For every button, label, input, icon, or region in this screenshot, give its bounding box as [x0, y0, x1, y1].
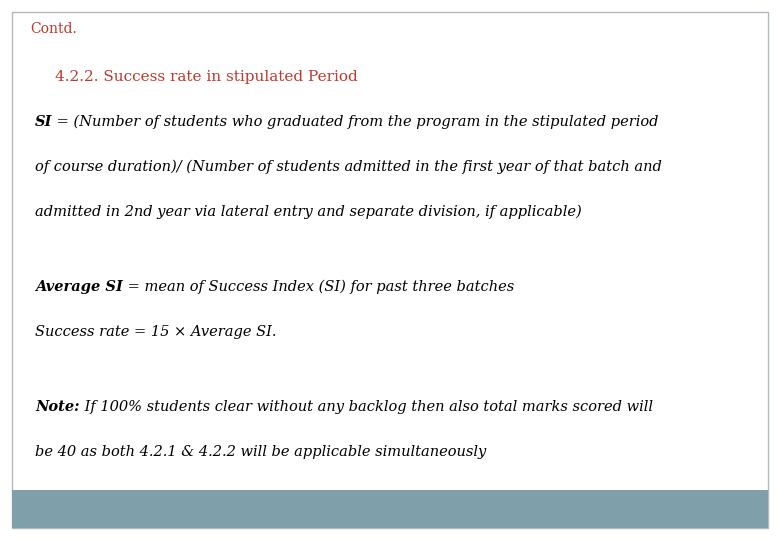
Text: of course duration)/ (Number of students admitted in the first year of that batc: of course duration)/ (Number of students… — [35, 160, 662, 174]
Text: If 100% students clear without any backlog then also total marks scored will: If 100% students clear without any backl… — [80, 400, 653, 414]
Text: be 40 as both 4.2.1 & 4.2.2 will be applicable simultaneously: be 40 as both 4.2.1 & 4.2.2 will be appl… — [35, 445, 486, 459]
Text: Success rate = 15 × Average SI.: Success rate = 15 × Average SI. — [35, 325, 276, 339]
Text: admitted in 2nd year via lateral entry and separate division, if applicable): admitted in 2nd year via lateral entry a… — [35, 205, 582, 219]
FancyBboxPatch shape — [12, 490, 768, 528]
Text: 4.2.2. Success rate in stipulated Period: 4.2.2. Success rate in stipulated Period — [55, 70, 358, 84]
Text: Contd.: Contd. — [30, 22, 76, 36]
Text: = mean of Success Index (SI) for past three batches: = mean of Success Index (SI) for past th… — [123, 280, 514, 294]
Text: Average SI: Average SI — [35, 280, 123, 294]
FancyBboxPatch shape — [12, 12, 768, 528]
Text: Note:: Note: — [35, 400, 80, 414]
Text: = (Number of students who graduated from the program in the stipulated period: = (Number of students who graduated from… — [52, 115, 659, 130]
Text: SI: SI — [35, 115, 52, 129]
